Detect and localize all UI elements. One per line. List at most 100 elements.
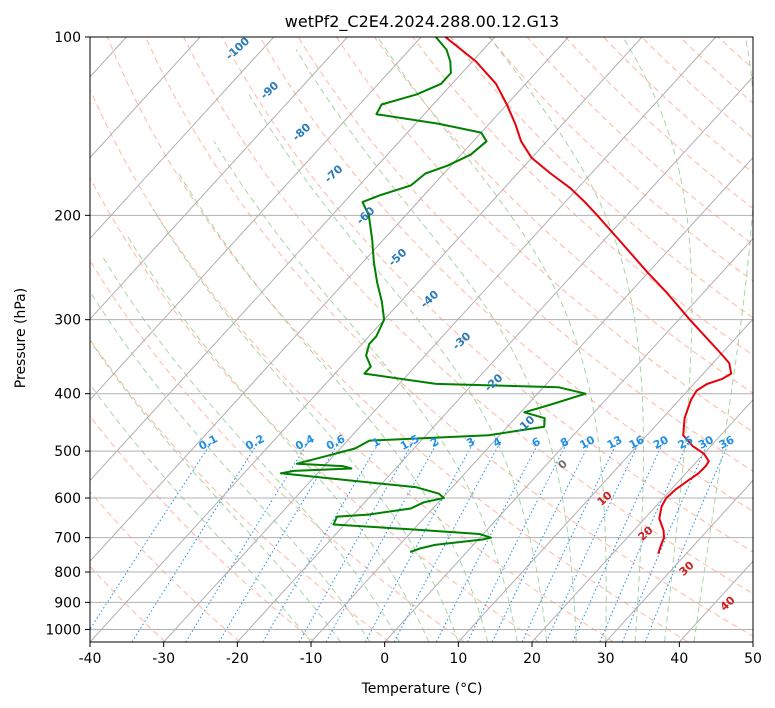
dry-adiabat-line <box>90 176 540 642</box>
isotherm-label: 0 <box>555 457 570 472</box>
isotherm-label: -40 <box>418 288 442 311</box>
isotherm-line <box>457 318 753 642</box>
isotherm-line <box>163 37 717 642</box>
isotherm-line <box>90 37 348 320</box>
chart-title: wetPf2_C2E4.2024.288.00.12.G13 <box>285 12 559 32</box>
dry-adiabat-line <box>90 490 241 642</box>
isotherm-line <box>531 399 753 642</box>
mixing-ratio-label: 8 <box>558 435 571 450</box>
mixing-ratio-line <box>131 440 260 642</box>
isotherm-line <box>236 76 753 642</box>
y-tick-label: 1000 <box>45 622 81 638</box>
isotherm-label: -60 <box>354 204 378 227</box>
x-tick-label: -20 <box>226 651 249 667</box>
dewpoint-profile-line <box>279 37 587 553</box>
moist-adiabat-line <box>622 37 693 642</box>
mixing-ratio-line <box>364 440 476 642</box>
mixing-ratio-line <box>545 440 641 642</box>
x-tick-label: 0 <box>380 651 389 667</box>
mixing-ratio-label: 1 <box>370 435 383 450</box>
isotherm-line <box>90 37 569 563</box>
dry-adiabat-line <box>412 37 753 356</box>
isotherm-line <box>90 37 201 159</box>
x-tick-label: -40 <box>79 651 102 667</box>
isotherm-label: -80 <box>290 120 314 143</box>
x-tick-label: 20 <box>523 651 541 667</box>
isotherm-label: -70 <box>322 162 346 185</box>
mixing-ratio-label: 20 <box>651 433 671 452</box>
x-axis-label: Temperature (°C) <box>361 681 483 697</box>
isotherm-line <box>678 560 753 642</box>
isotherm-label: -30 <box>450 329 474 352</box>
mixing-ratio-label: 25 <box>676 433 696 452</box>
y-tick-label: 400 <box>54 387 81 403</box>
y-tick-label: 700 <box>54 531 81 547</box>
y-tick-label: 900 <box>54 595 81 611</box>
moist-adiabat-line <box>248 94 548 642</box>
mixing-ratio-label: 36 <box>717 433 737 452</box>
isotherm-line <box>90 37 422 401</box>
mixing-ratio-line <box>325 440 440 642</box>
isotherm-line <box>90 37 643 642</box>
isotherm-line <box>752 641 753 642</box>
mixing-ratio-label: 10 <box>577 433 597 452</box>
isotherm-line <box>605 479 753 642</box>
mixing-ratio-line <box>298 440 415 642</box>
x-tick-label: 30 <box>597 651 615 667</box>
dry-adiabat-line <box>756 37 775 642</box>
x-tick-label: -10 <box>300 651 323 667</box>
x-tick-label: 40 <box>670 651 688 667</box>
moist-adiabat-line <box>178 173 489 642</box>
mixing-ratio-label: 4 <box>491 435 504 450</box>
dry-adiabat-line <box>374 37 753 394</box>
dry-adiabat-line <box>488 37 753 282</box>
dry-adiabat-line <box>564 37 753 210</box>
dry-adiabat-line <box>221 37 753 553</box>
isotherm-line <box>384 237 753 642</box>
isotherm-label: 10 <box>595 488 615 508</box>
dry-adiabat-line <box>90 415 316 642</box>
mixing-ratio-label: 6 <box>530 435 543 450</box>
mixing-ratio-line <box>185 440 310 642</box>
isotherm-line <box>90 37 275 240</box>
isotherm-label: -90 <box>258 79 282 102</box>
y-tick-label: 200 <box>54 208 81 224</box>
mixing-ratio-label: 0.6 <box>324 432 348 453</box>
mixing-ratio-line <box>262 440 381 642</box>
moist-adiabat-line <box>90 383 312 642</box>
dry-adiabat-line <box>106 37 689 642</box>
mixing-ratio-line <box>572 440 665 642</box>
mixing-ratio-line <box>491 440 592 642</box>
dry-adiabat-line <box>90 259 465 642</box>
mixing-ratio-label: 30 <box>696 433 716 452</box>
moist-adiabat-line <box>125 233 430 642</box>
mixing-ratio-label: 13 <box>605 433 625 452</box>
dry-adiabat-line <box>183 37 753 595</box>
moist-adiabat-line <box>90 339 341 642</box>
mixing-ratio-label: 3 <box>464 435 477 450</box>
mixing-ratio-label: 0.2 <box>243 432 266 453</box>
isotherm-line <box>90 37 496 482</box>
plot-frame <box>89 36 754 643</box>
temperature-profile-line <box>444 37 733 555</box>
dry-adiabat-line <box>90 338 390 642</box>
mixing-ratio-line <box>218 440 341 642</box>
x-tick-label: -30 <box>152 651 175 667</box>
mixing-ratio-line <box>90 440 214 631</box>
mixing-ratio-line <box>467 440 569 642</box>
dry-adiabat-line <box>603 37 753 174</box>
y-axis-label: Pressure (hPa) <box>13 288 29 388</box>
moist-adiabat-line <box>152 208 459 642</box>
dry-adiabat-line <box>90 565 166 642</box>
y-tick-label: 300 <box>54 313 81 329</box>
moist-adiabat-line <box>693 37 753 642</box>
profile-lines-layer <box>279 37 733 555</box>
x-tick-label: 10 <box>449 651 467 667</box>
moist-adiabat-line <box>295 49 577 642</box>
mixing-ratio-line <box>621 440 710 642</box>
isotherm-label: -20 <box>482 371 506 394</box>
mixing-ratio-line <box>599 440 690 642</box>
background-lines-layer <box>90 37 775 642</box>
y-tick-label: 100 <box>54 30 81 46</box>
